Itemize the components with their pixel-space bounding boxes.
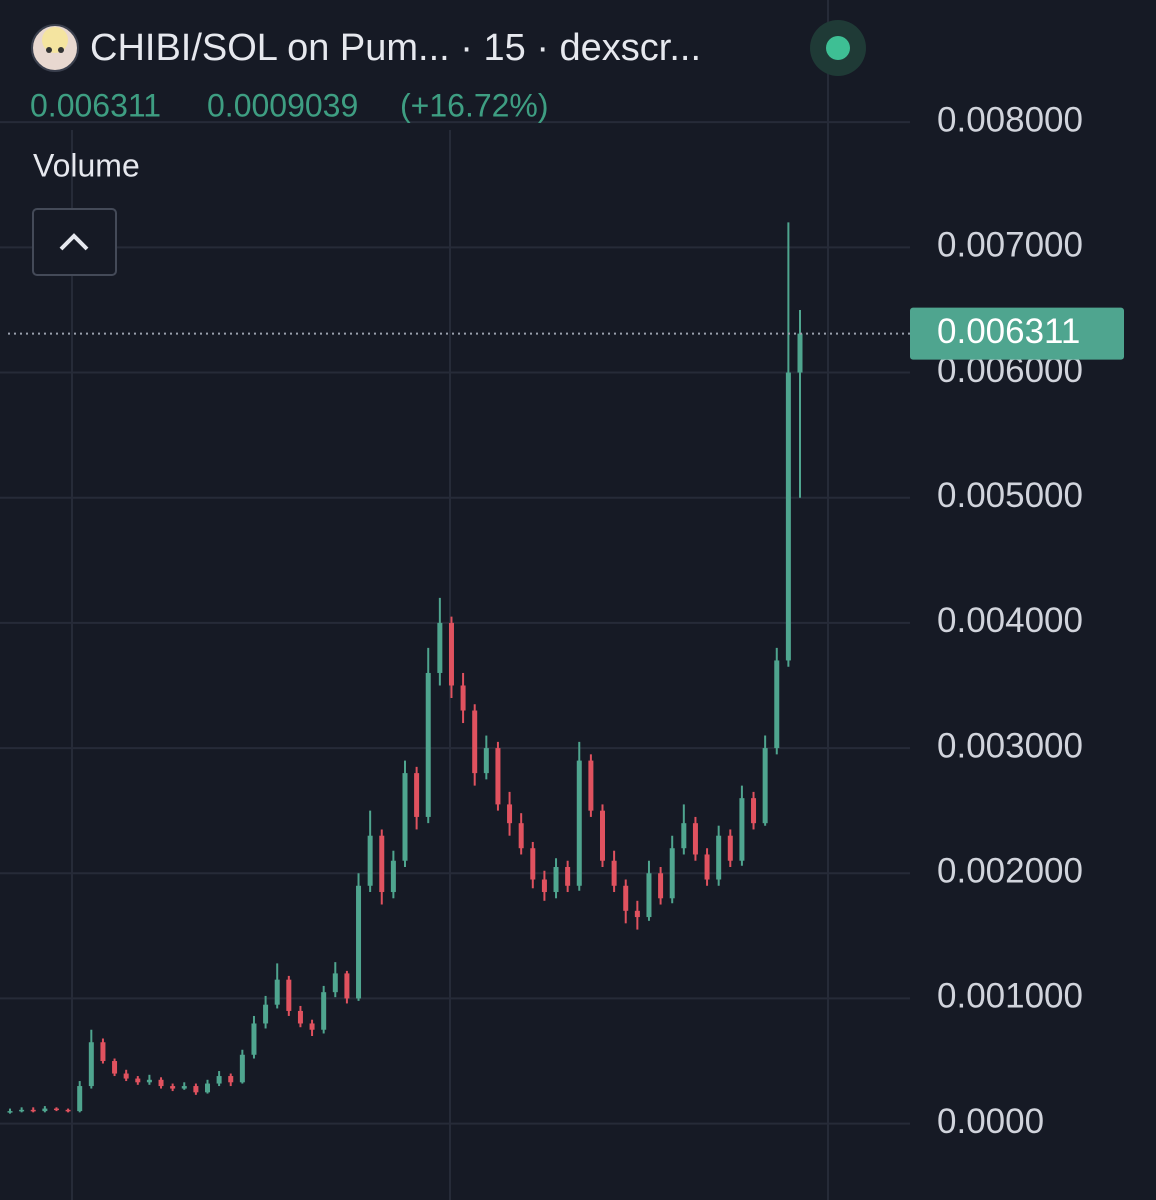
- candle-body: [472, 710, 478, 774]
- chevron-icon[interactable]: [59, 233, 89, 251]
- price-change-percent: (+16.72%): [400, 87, 549, 123]
- candle-body: [309, 1023, 315, 1030]
- candle-body: [390, 860, 396, 893]
- chart-title: CHIBI/SOL on Pum... · 15 · dexscr...: [90, 27, 701, 69]
- candle-body: [379, 835, 385, 893]
- candle-body: [751, 798, 757, 824]
- candle-body: [437, 622, 443, 673]
- candle-body: [658, 873, 664, 899]
- candle-body: [158, 1079, 164, 1087]
- candle-body: [774, 660, 780, 749]
- candle-body: [414, 773, 420, 817]
- y-tick-label: 0.005000: [937, 476, 1083, 515]
- candle-body: [681, 823, 687, 849]
- candle-body: [19, 1109, 25, 1112]
- candle-body: [193, 1086, 199, 1093]
- candle-body: [77, 1086, 83, 1112]
- candle-body: [170, 1086, 176, 1089]
- candle-body: [297, 1010, 303, 1024]
- candle-body: [239, 1054, 245, 1083]
- candle-body: [321, 992, 327, 1030]
- candle-body: [274, 979, 280, 1005]
- candle-body: [53, 1108, 59, 1111]
- candle-body: [42, 1108, 48, 1112]
- candle-body: [216, 1076, 222, 1084]
- candle-body: [356, 885, 362, 999]
- candle-body: [646, 873, 652, 918]
- price-tag-box: [910, 307, 1124, 360]
- candle-body: [576, 760, 582, 886]
- candle-body: [495, 748, 501, 805]
- candle-body: [123, 1073, 129, 1079]
- candle-body: [716, 835, 722, 880]
- candle-body: [797, 333, 803, 373]
- candle-body: [448, 622, 454, 686]
- candle-body: [205, 1083, 210, 1093]
- candle-body: [553, 866, 559, 893]
- candle-body: [425, 672, 431, 817]
- candle-body: [634, 910, 640, 918]
- token-icon-detail: [46, 47, 52, 53]
- candle-body: [727, 835, 733, 861]
- candle-body: [65, 1109, 71, 1112]
- candle-body: [88, 1042, 94, 1087]
- candle-body: [100, 1042, 106, 1062]
- token-icon-detail: [58, 47, 64, 53]
- y-tick-label: 0.0000: [937, 1102, 1044, 1141]
- indicator-label: Volume: [33, 147, 140, 183]
- candle-body: [518, 823, 524, 849]
- candle-body: [704, 854, 710, 880]
- candle-body: [762, 748, 768, 824]
- candle-body: [332, 973, 338, 993]
- candle-body: [367, 835, 373, 886]
- candle-body: [785, 372, 791, 661]
- candle-body: [112, 1061, 118, 1074]
- collapse-button-box[interactable]: [32, 208, 117, 276]
- candle-body: [739, 798, 745, 861]
- y-tick-label: 0.002000: [937, 852, 1083, 891]
- candle-body: [530, 848, 536, 880]
- candle-body: [286, 979, 292, 1011]
- status-dot: [826, 36, 850, 60]
- price-tag-label: 0.006311: [937, 312, 1080, 351]
- y-tick-label: 0.003000: [937, 726, 1083, 765]
- candle-body: [669, 848, 675, 899]
- candle-body: [541, 879, 547, 893]
- candle-body: [251, 1023, 257, 1055]
- price-change: 0.0009039: [207, 87, 358, 123]
- candle-body: [263, 1004, 269, 1024]
- candle-body: [507, 804, 513, 824]
- y-tick-label: 0.007000: [937, 226, 1083, 265]
- candle-body: [135, 1078, 141, 1083]
- candle-body: [460, 685, 466, 711]
- candle-body: [181, 1086, 187, 1089]
- candle-body: [228, 1076, 234, 1083]
- candle-body: [623, 885, 629, 911]
- candle-body: [692, 823, 698, 855]
- candle-body: [402, 773, 408, 861]
- candle-body: [146, 1079, 152, 1083]
- y-tick-label: 0.001000: [937, 977, 1083, 1016]
- collapse-button[interactable]: [32, 208, 117, 276]
- candle-body: [30, 1109, 36, 1112]
- candle-body: [565, 866, 571, 886]
- candle-body: [588, 760, 594, 811]
- candle-body: [611, 860, 617, 886]
- candle-body: [600, 810, 605, 861]
- candle-body: [7, 1111, 13, 1113]
- candle-body: [344, 973, 350, 999]
- token-icon-detail: [42, 27, 68, 53]
- candle-body: [483, 748, 489, 774]
- y-tick-label: 0.008000: [937, 100, 1083, 139]
- y-tick-label: 0.004000: [937, 601, 1083, 640]
- last-price: 0.006311: [30, 87, 161, 123]
